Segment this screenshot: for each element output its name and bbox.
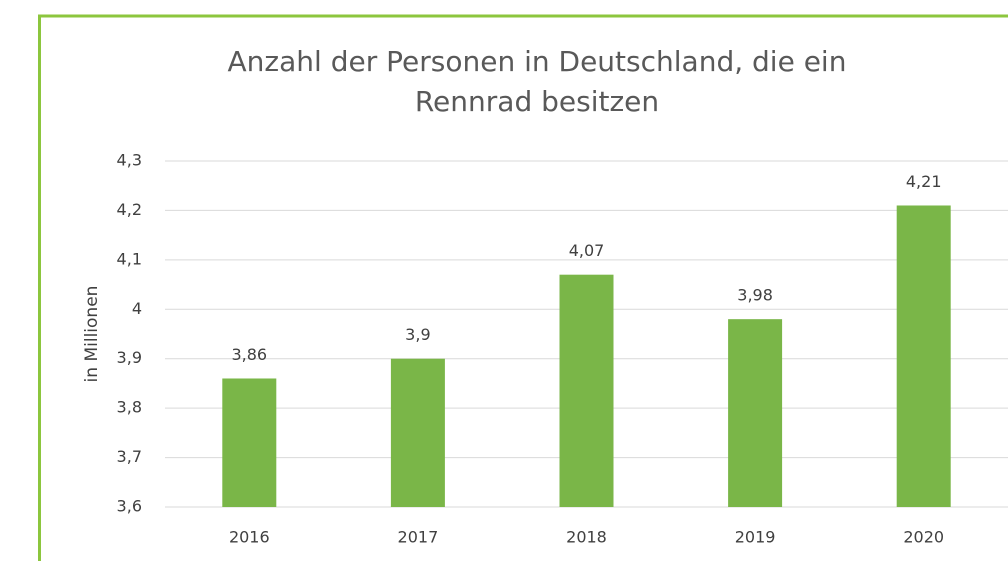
data-label: 3,86 [231, 345, 267, 364]
bar [222, 378, 277, 507]
bar [728, 319, 783, 507]
y-tick-label: 3,6 [117, 497, 142, 516]
y-tick-label: 4,3 [117, 151, 142, 170]
y-tick-label: 3,8 [117, 398, 142, 417]
data-label: 4,07 [569, 241, 605, 260]
x-tick-label: 2017 [398, 528, 439, 547]
chart-title: Anzahl der Personen in Deutschland, die … [227, 45, 847, 118]
x-tick-label: 2020 [903, 528, 944, 547]
y-tick-label: 4,1 [117, 249, 142, 268]
x-tick-label: 2018 [566, 528, 607, 547]
y-axis-title: in Millionen [82, 286, 102, 383]
x-tick-label: 2019 [735, 528, 776, 547]
y-tick-label: 4 [132, 299, 142, 318]
x-tick-label: 2016 [229, 528, 270, 547]
data-label: 3,98 [737, 286, 773, 305]
data-label: 3,9 [405, 325, 430, 344]
y-tick-label: 4,2 [117, 200, 142, 219]
bar [390, 358, 445, 507]
data-label: 4,21 [906, 172, 942, 191]
bar [559, 274, 614, 507]
bar [896, 205, 951, 507]
y-tick-label: 3,9 [117, 348, 142, 367]
y-tick-label: 3,7 [117, 447, 142, 466]
